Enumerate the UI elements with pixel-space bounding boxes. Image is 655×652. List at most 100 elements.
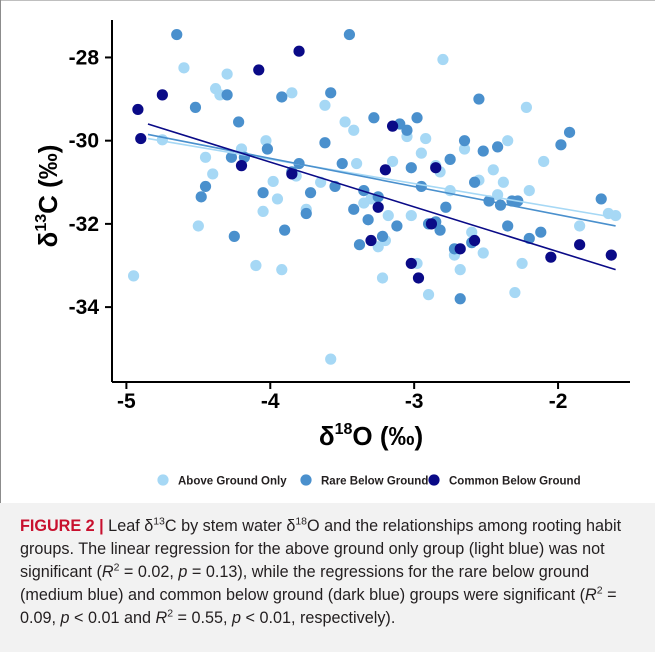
data-point-common-below-ground bbox=[426, 218, 437, 229]
legend-label: Common Below Ground bbox=[449, 476, 581, 488]
points-layer bbox=[128, 29, 621, 365]
data-point-above-ground-only bbox=[455, 264, 466, 275]
y-tick-label: -34 bbox=[69, 296, 100, 319]
caption-stat-value: < 0.01 and bbox=[70, 609, 156, 627]
data-point-rare-below-ground bbox=[305, 187, 316, 198]
data-point-rare-below-ground bbox=[406, 162, 417, 173]
data-point-common-below-ground bbox=[373, 202, 384, 213]
data-point-above-ground-only bbox=[416, 148, 427, 159]
data-point-rare-below-ground bbox=[171, 29, 182, 40]
data-point-common-below-ground bbox=[574, 239, 585, 250]
caption-stat-value: = 0.02, bbox=[119, 563, 178, 581]
data-point-above-ground-only bbox=[272, 193, 283, 204]
data-point-rare-below-ground bbox=[276, 91, 287, 102]
data-point-rare-below-ground bbox=[596, 193, 607, 204]
x-tick-label: -4 bbox=[261, 390, 280, 413]
data-point-rare-below-ground bbox=[301, 208, 312, 219]
data-point-above-ground-only bbox=[610, 210, 621, 221]
data-point-above-ground-only bbox=[128, 270, 139, 281]
data-point-above-ground-only bbox=[437, 54, 448, 65]
caption-r-squared-symbol: R bbox=[156, 609, 168, 627]
data-point-above-ground-only bbox=[502, 135, 513, 146]
data-point-rare-below-ground bbox=[377, 231, 388, 242]
data-point-above-ground-only bbox=[423, 289, 434, 300]
data-point-above-ground-only bbox=[178, 62, 189, 73]
data-point-rare-below-ground bbox=[279, 225, 290, 236]
data-point-above-ground-only bbox=[286, 87, 297, 98]
data-point-above-ground-only bbox=[377, 272, 388, 283]
caption-p-symbol: p bbox=[232, 609, 241, 627]
y-axis-label: δ13C (‰) bbox=[33, 145, 63, 248]
x-tick-label: -5 bbox=[117, 390, 136, 413]
data-point-common-below-ground bbox=[380, 164, 391, 175]
data-point-above-ground-only bbox=[257, 206, 268, 217]
caption-superscript: 18 bbox=[295, 516, 307, 528]
caption-superscript: 13 bbox=[153, 516, 165, 528]
data-point-above-ground-only bbox=[574, 220, 585, 231]
data-point-above-ground-only bbox=[351, 158, 362, 169]
data-point-rare-below-ground bbox=[478, 145, 489, 156]
data-point-common-below-ground bbox=[293, 46, 304, 57]
data-point-common-below-ground bbox=[132, 104, 143, 115]
data-point-above-ground-only bbox=[268, 176, 279, 187]
x-axis-label-text: O (‰) bbox=[352, 421, 423, 451]
data-point-rare-below-ground bbox=[502, 220, 513, 231]
data-point-above-ground-only bbox=[348, 125, 359, 136]
data-point-above-ground-only bbox=[222, 68, 233, 79]
data-point-rare-below-ground bbox=[262, 143, 273, 154]
data-point-common-below-ground bbox=[545, 252, 556, 263]
data-point-above-ground-only bbox=[383, 210, 394, 221]
data-point-common-below-ground bbox=[236, 160, 247, 171]
data-point-rare-below-ground bbox=[325, 87, 336, 98]
data-point-rare-below-ground bbox=[196, 191, 207, 202]
data-point-above-ground-only bbox=[478, 247, 489, 258]
data-point-rare-below-ground bbox=[401, 125, 412, 136]
figure-caption: FIGURE 2 | Leaf δ13C by stem water δ18O … bbox=[20, 515, 642, 630]
data-point-rare-below-ground bbox=[492, 141, 503, 152]
data-point-rare-below-ground bbox=[233, 116, 244, 127]
data-point-above-ground-only bbox=[193, 220, 204, 231]
data-point-rare-below-ground bbox=[354, 239, 365, 250]
scatter-chart: -5 -4 -3 -2-28-30-32-34 δ18O (‰) δ13C (‰) A… bbox=[0, 0, 655, 503]
data-point-above-ground-only bbox=[319, 100, 330, 111]
data-point-rare-below-ground bbox=[348, 204, 359, 215]
data-point-above-ground-only bbox=[509, 287, 520, 298]
y-tick-label: -30 bbox=[69, 130, 99, 153]
data-point-common-below-ground bbox=[469, 235, 480, 246]
data-point-above-ground-only bbox=[538, 156, 549, 167]
caption-r-squared-symbol: R bbox=[585, 586, 597, 604]
data-point-above-ground-only bbox=[516, 258, 527, 269]
data-point-rare-below-ground bbox=[535, 227, 546, 238]
caption-p-symbol: p bbox=[61, 609, 70, 627]
data-point-above-ground-only bbox=[207, 168, 218, 179]
data-point-rare-below-ground bbox=[391, 220, 402, 231]
legend-marker bbox=[300, 474, 311, 485]
data-point-above-ground-only bbox=[276, 264, 287, 275]
data-point-common-below-ground bbox=[135, 133, 146, 144]
y-axis-label-symbol: δ bbox=[33, 232, 63, 248]
x-axis-label-symbol: δ bbox=[319, 421, 335, 451]
x-axis-label: δ18O (‰) bbox=[319, 421, 423, 451]
data-point-common-below-ground bbox=[606, 249, 617, 260]
ticks-layer: -5 -4 -3 -2-28-30-32-34 bbox=[69, 46, 568, 413]
data-point-rare-below-ground bbox=[555, 139, 566, 150]
legend: Above Ground Only Rare Below Ground Common… bbox=[157, 474, 580, 487]
data-point-common-below-ground bbox=[455, 243, 466, 254]
data-point-above-ground-only bbox=[340, 116, 351, 127]
data-point-common-below-ground bbox=[430, 162, 441, 173]
caption-stat-value: < 0.01, respectively). bbox=[241, 609, 395, 627]
data-point-rare-below-ground bbox=[455, 293, 466, 304]
data-point-above-ground-only bbox=[521, 102, 532, 113]
data-point-rare-below-ground bbox=[190, 102, 201, 113]
y-axis-label-text: C (‰) bbox=[33, 145, 63, 214]
data-point-rare-below-ground bbox=[473, 93, 484, 104]
data-point-above-ground-only bbox=[200, 152, 211, 163]
data-point-rare-below-ground bbox=[363, 214, 374, 225]
data-point-common-below-ground bbox=[406, 258, 417, 269]
data-point-rare-below-ground bbox=[222, 89, 233, 100]
x-axis-label-superscript: 18 bbox=[335, 421, 353, 438]
data-point-rare-below-ground bbox=[337, 158, 348, 169]
legend-marker bbox=[428, 474, 439, 485]
data-point-rare-below-ground bbox=[411, 112, 422, 123]
data-point-above-ground-only bbox=[498, 177, 509, 188]
